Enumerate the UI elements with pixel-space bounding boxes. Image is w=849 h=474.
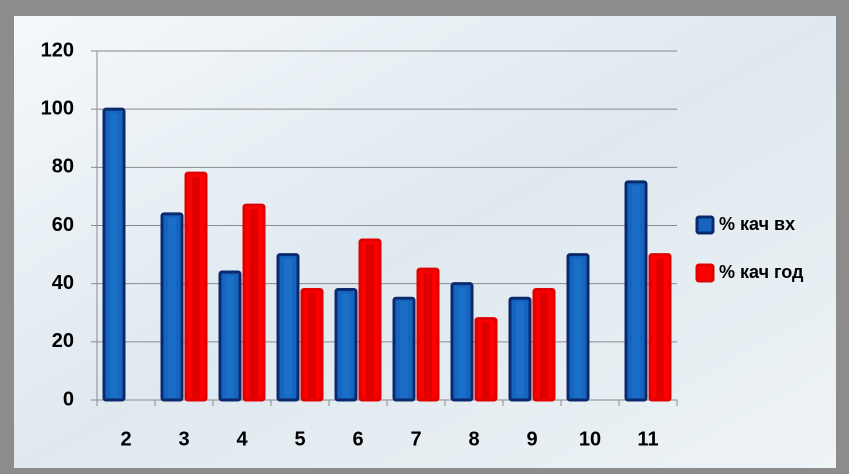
bar-shade [632,185,640,398]
x-tick-label: 11 [637,428,658,450]
x-tick-label: 7 [410,428,421,450]
bar-shade [250,209,258,398]
bar-shade [110,113,118,399]
bar-shade [168,217,176,398]
x-tick-label: 2 [120,428,131,450]
x-tick-label: 6 [352,428,363,450]
x-tick-label: 5 [294,428,305,450]
bar-shade [226,276,234,398]
y-tick-label: 0 [63,388,74,410]
x-tick-label: 4 [236,428,248,450]
bar-shade [656,258,664,398]
x-tick-label: 9 [526,428,537,450]
legend-swatch [695,263,715,283]
y-tick-label: 60 [52,214,74,236]
bar-shade [284,258,292,398]
bar-shade [540,293,548,398]
x-tick-label: 8 [468,428,479,450]
bar-shade [458,287,466,398]
bar-shade [516,302,524,398]
bar-shade [192,177,200,398]
bar-shade [308,293,316,398]
bar-shade [424,273,432,398]
bar-shade [342,293,350,398]
bar-shade [366,244,374,398]
bar-shade [482,322,490,398]
y-tick-label: 80 [52,156,74,178]
y-tick-label: 120 [41,39,74,61]
bar-shade [574,258,582,398]
y-tick-label: 40 [52,272,74,294]
y-tick-label: 100 [41,97,74,119]
x-tick-label: 3 [178,428,189,450]
legend-swatch [695,215,715,235]
y-tick-label: 20 [52,330,74,352]
legend-label: % кач год [719,262,804,282]
bar-shade [400,302,408,398]
legend-label: % кач вх [719,214,795,234]
x-tick-label: 10 [579,428,601,450]
